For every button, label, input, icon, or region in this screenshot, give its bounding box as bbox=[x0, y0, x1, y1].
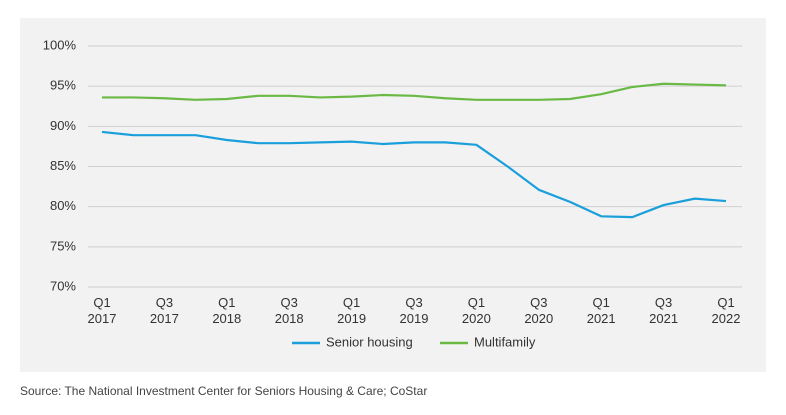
x-tick-label: Q3 2018 bbox=[274, 295, 304, 326]
series-line bbox=[101, 130, 727, 219]
legend-label: Senior housing bbox=[326, 334, 413, 349]
x-tick-label: Q1 2018 bbox=[212, 295, 242, 326]
x-tick-label: Q3 2020 bbox=[524, 295, 554, 326]
x-tick-label: Q1 2019 bbox=[337, 295, 367, 326]
series-line bbox=[102, 82, 727, 101]
x-tick-label: Q1 2020 bbox=[461, 295, 491, 326]
y-tick-label: 95% bbox=[50, 78, 76, 93]
y-tick-label: 100% bbox=[43, 37, 77, 52]
y-tick-label: 75% bbox=[50, 238, 76, 253]
chart-background bbox=[20, 18, 766, 372]
y-tick-label: 90% bbox=[50, 118, 76, 133]
x-tick-label: Q1 2021 bbox=[586, 295, 616, 326]
x-tick-label: Q1 2017 bbox=[87, 295, 117, 326]
x-tick-label: Q1 2022 bbox=[711, 295, 741, 326]
x-tick-label: Q3 2017 bbox=[149, 295, 179, 326]
y-tick-label: 85% bbox=[50, 158, 76, 173]
source-note: Source: The National Investment Center f… bbox=[20, 384, 428, 398]
x-tick-label: Q3 2021 bbox=[649, 295, 679, 326]
y-tick-label: 80% bbox=[50, 198, 76, 213]
y-tick-label: 70% bbox=[50, 278, 76, 293]
x-tick-label: Q3 2019 bbox=[399, 295, 429, 326]
legend-label: Multifamily bbox=[474, 334, 536, 349]
